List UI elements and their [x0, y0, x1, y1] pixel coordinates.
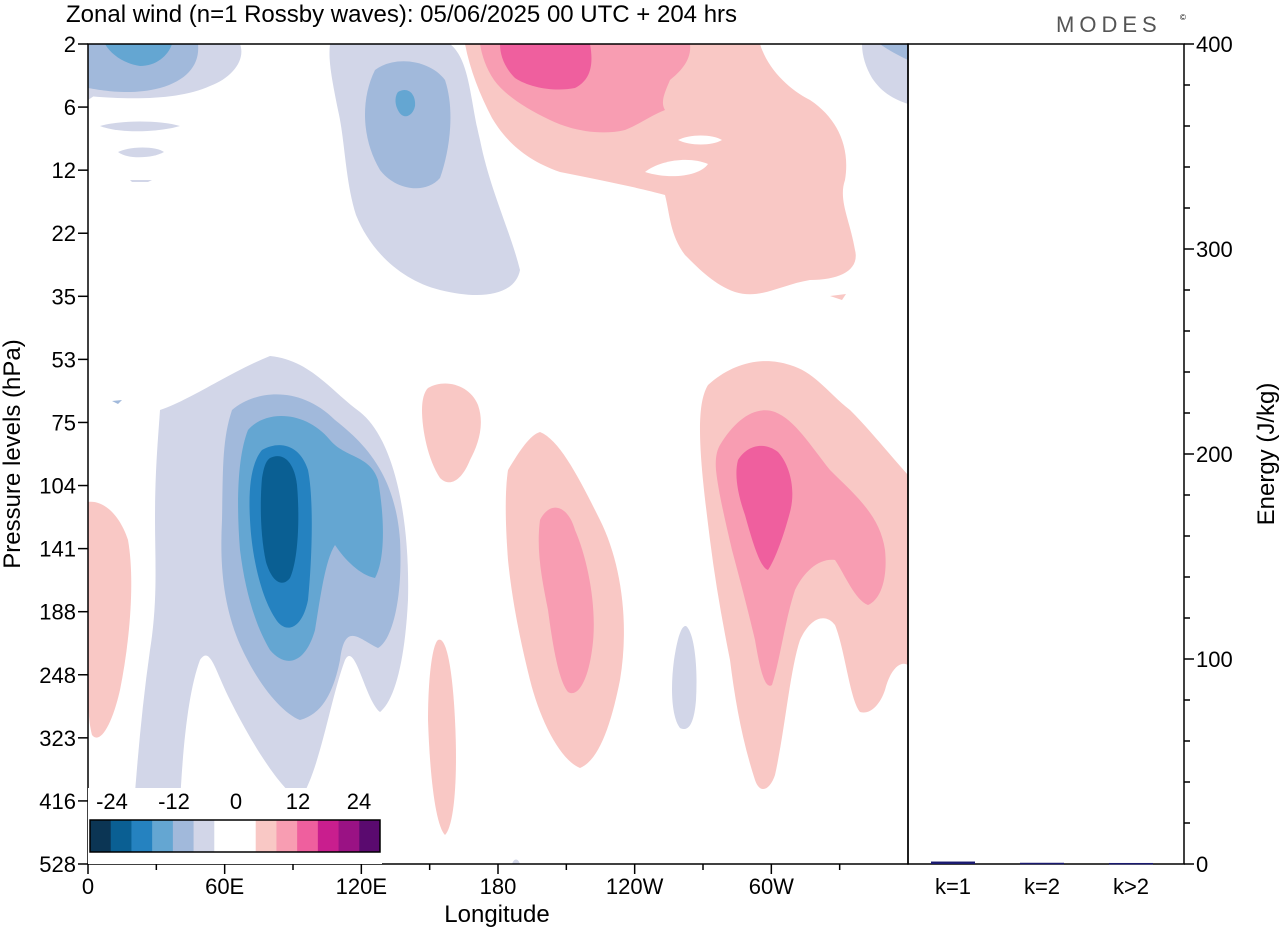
colorbar-label-4: 24 [347, 789, 371, 814]
contour-neg-topright-8 [880, 44, 908, 60]
colorbar-swatch-5 [193, 820, 215, 852]
x-tick-label-1: 60E [205, 874, 244, 899]
energy-tick-label-4: 400 [1196, 32, 1233, 57]
energy-tick-label-2: 200 [1196, 442, 1233, 467]
colorbar-swatch-4 [172, 820, 195, 852]
y-axis-label: Pressure levels (hPa) [0, 339, 26, 568]
contour-neg-strat-12 [395, 89, 416, 117]
colorbar-swatch-0 [90, 820, 112, 852]
contour-pos-low-4 [428, 639, 456, 835]
y-tick-label-5: 53 [52, 347, 76, 372]
contour-neg-bottom [512, 859, 520, 864]
x-tick-label-5: 60W [749, 874, 794, 899]
contour-pos-upper-12 [500, 44, 592, 90]
logo-mark: © [1180, 13, 1186, 22]
colorbar-frame [89, 819, 381, 853]
contour-neg-dot-2 [88, 96, 94, 100]
logo: MODES [1056, 12, 1162, 37]
contour-pos-hole-1 [678, 135, 722, 145]
energy-frame [907, 43, 1185, 865]
contour-fields [88, 44, 908, 864]
energy-axis-label: Energy (J/kg) [1253, 383, 1280, 526]
contour-neg-topleft-8 [88, 44, 199, 93]
energy-axis: 0 100 200 300 400 [1184, 32, 1233, 877]
chart-title: Zonal wind (n=1 Rossby waves): 05/06/202… [66, 1, 737, 28]
energy-bars: k=1 k=2 k>2 [931, 861, 1153, 899]
colorbar-swatch-13 [359, 820, 381, 852]
y-tick-label-9: 188 [39, 600, 76, 625]
contour-pos-main-12 [736, 445, 793, 570]
contour-neg-main-20 [260, 456, 299, 583]
y-tick-label-6: 75 [52, 410, 76, 435]
x-axis-longitude: 0 60E 120E 180 120W 60W [82, 864, 841, 899]
contour-neg-small-4 [672, 625, 697, 730]
energy-category-label-0: k=1 [935, 874, 971, 899]
energy-tick-label-0: 0 [1196, 852, 1208, 877]
colorbar-label-0: -24 [96, 789, 128, 814]
colorbar-swatch-11 [317, 820, 340, 852]
contour-neg-topright-4 [862, 44, 908, 104]
contour-pos-speck [830, 294, 846, 300]
y-tick-label-4: 35 [52, 284, 76, 309]
energy-bar-2 [1109, 862, 1153, 865]
colorbar-swatch-2 [131, 820, 153, 852]
y-tick-label-8: 141 [39, 537, 76, 562]
energy-category-label-1: k=2 [1024, 874, 1060, 899]
y-tick-label-11: 323 [39, 726, 76, 751]
y-axis-pressure: 2 6 12 22 35 53 75 104 141 188 248 323 416 528 [39, 32, 88, 877]
x-tick-label-3: 180 [480, 874, 517, 899]
colorbar-swatch-3 [152, 820, 174, 852]
contour-neg-streak-1 [100, 121, 180, 132]
colorbar-label-2: 0 [230, 789, 242, 814]
contour-neg-streak-2 [118, 147, 164, 158]
colorbar-swatch-12 [338, 820, 360, 852]
y-tick-label-12: 416 [39, 789, 76, 814]
contour-pos-hole-2 [645, 159, 708, 177]
contour-neg-topleft-12 [105, 44, 172, 66]
y-tick-label-0: 2 [64, 32, 76, 57]
energy-tick-label-3: 300 [1196, 237, 1233, 262]
contour-plot [87, 43, 909, 865]
y-tick-label-7: 104 [39, 474, 76, 499]
energy-tick-label-1: 100 [1196, 647, 1233, 672]
colorbar-swatch-7 [235, 820, 257, 852]
colorbar-label-3: 12 [286, 789, 310, 814]
contour-pos-mid-8 [538, 507, 594, 694]
contour-neg-strat-8 [364, 61, 451, 189]
contour-pos-west-4 [88, 501, 132, 738]
y-tick-label-2: 12 [52, 158, 76, 183]
x-axis-label: Longitude [444, 901, 549, 928]
contour-pos-isolated-4 [422, 383, 481, 483]
energy-bar-1 [1020, 862, 1064, 865]
colorbar-swatch-10 [297, 820, 319, 852]
colorbar-swatch-6 [214, 820, 236, 852]
colorbar-swatch-8 [255, 820, 277, 852]
contour-neg-dot-1 [112, 400, 122, 404]
y-tick-label-1: 6 [64, 95, 76, 120]
y-tick-label-3: 22 [52, 221, 76, 246]
contour-neg-streak-3 [130, 180, 152, 182]
energy-category-label-2: k>2 [1113, 874, 1149, 899]
energy-bar-0 [931, 861, 975, 864]
colorbar-label-1: -12 [158, 789, 190, 814]
colorbar-swatch-1 [110, 820, 132, 852]
energy-panel: k=1 k=2 k>2 0 100 200 300 400 Energy (J/kg) [907, 32, 1280, 899]
colorbar: -24 -12 0 12 24 [88, 788, 382, 864]
x-tick-label-4: 120W [606, 874, 664, 899]
colorbar-swatch-9 [276, 820, 298, 852]
y-tick-label-10: 248 [39, 663, 76, 688]
y-tick-label-13: 528 [39, 852, 76, 877]
colorbar-swatches [90, 820, 381, 852]
x-tick-label-2: 120E [336, 874, 387, 899]
x-tick-label-0: 0 [82, 874, 94, 899]
